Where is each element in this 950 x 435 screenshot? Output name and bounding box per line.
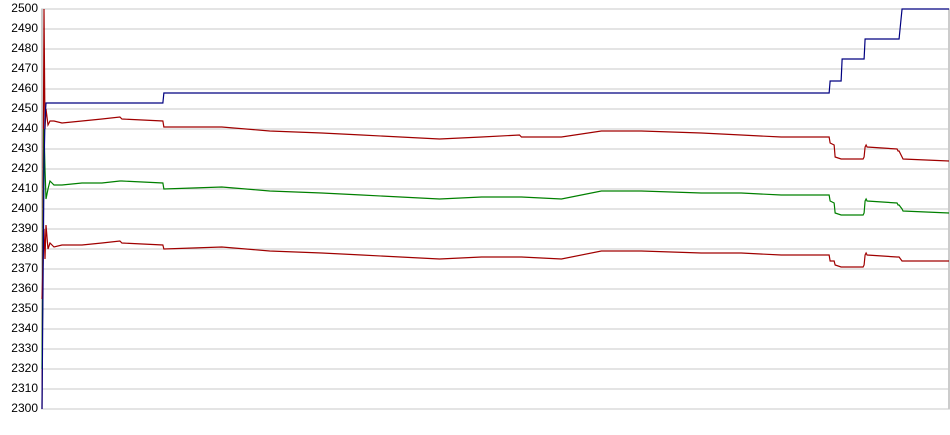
y-tick-label: 2430	[11, 141, 38, 155]
y-tick-label: 2330	[11, 341, 38, 355]
y-tick-label: 2450	[11, 101, 38, 115]
y-tick-label: 2460	[11, 81, 38, 95]
y-tick-label: 2390	[11, 221, 38, 235]
y-tick-label: 2480	[11, 41, 38, 55]
y-tick-label: 2360	[11, 281, 38, 295]
y-tick-label: 2420	[11, 161, 38, 175]
y-tick-label: 2490	[11, 21, 38, 35]
y-tick-label: 2470	[11, 61, 38, 75]
series-line	[41, 224, 949, 300]
y-tick-label: 2340	[11, 321, 38, 335]
series-line	[41, 8, 950, 410]
y-tick-label: 2310	[11, 381, 38, 395]
y-tick-label: 2440	[11, 121, 38, 135]
y-tick-label: 2380	[11, 241, 38, 255]
y-tick-label: 2300	[11, 401, 38, 415]
y-tick-label: 2350	[11, 301, 38, 315]
y-tick-label: 2320	[11, 361, 38, 375]
y-tick-label: 2370	[11, 261, 38, 275]
series-line	[41, 8, 949, 410]
series-line	[41, 128, 950, 370]
y-tick-label: 2410	[11, 181, 38, 195]
y-tick-label: 2400	[11, 201, 38, 215]
y-tick-label: 2500	[11, 1, 38, 15]
